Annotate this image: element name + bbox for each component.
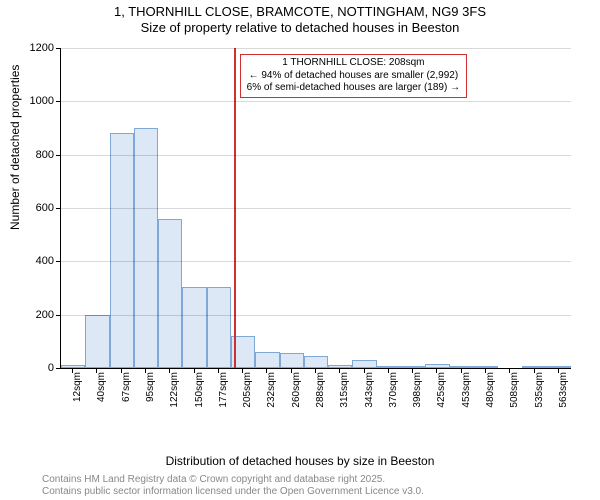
footer-line1: Contains HM Land Registry data © Crown c… xyxy=(42,474,424,486)
histogram-bar xyxy=(207,287,231,368)
gridline-h xyxy=(61,208,571,209)
x-axis-label: Distribution of detached houses by size … xyxy=(0,454,600,468)
xtick-label: 563sqm xyxy=(558,372,569,420)
histogram-bar xyxy=(401,366,425,368)
histogram-bar xyxy=(450,366,474,368)
xtick-label: 343sqm xyxy=(364,372,375,420)
xtick-label: 95sqm xyxy=(145,372,156,420)
gridline-h xyxy=(61,155,571,156)
ytick-label: 600 xyxy=(14,202,54,214)
histogram-bar xyxy=(85,315,109,368)
histogram-bar xyxy=(158,219,182,368)
xtick-label: 508sqm xyxy=(509,372,520,420)
plot-region: 1 THORNHILL CLOSE: 208sqm ← 94% of detac… xyxy=(60,48,571,369)
xtick-label: 370sqm xyxy=(388,372,399,420)
ytick-label: 200 xyxy=(14,309,54,321)
histogram-bar xyxy=(522,366,546,368)
xtick-label: 150sqm xyxy=(194,372,205,420)
ytick-mark xyxy=(56,368,61,369)
histogram-bar xyxy=(134,128,158,368)
gridline-h xyxy=(61,315,571,316)
gridline-h xyxy=(61,261,571,262)
histogram-bar xyxy=(182,287,206,368)
xtick-label: 205sqm xyxy=(242,372,253,420)
xtick-label: 122sqm xyxy=(169,372,180,420)
footer-attribution: Contains HM Land Registry data © Crown c… xyxy=(42,474,424,498)
chart-title-line2: Size of property relative to detached ho… xyxy=(0,20,600,36)
histogram-bar xyxy=(280,353,304,368)
histogram-bar xyxy=(110,133,134,368)
ytick-mark xyxy=(56,155,61,156)
histogram-bar xyxy=(425,364,449,368)
xtick-label: 12sqm xyxy=(72,372,83,420)
ytick-label: 800 xyxy=(14,149,54,161)
annotation-line1: 1 THORNHILL CLOSE: 208sqm xyxy=(247,57,460,70)
xtick-label: 453sqm xyxy=(461,372,472,420)
histogram-bar xyxy=(304,356,328,368)
xtick-label: 177sqm xyxy=(218,372,229,420)
ytick-mark xyxy=(56,315,61,316)
annotation-box: 1 THORNHILL CLOSE: 208sqm ← 94% of detac… xyxy=(240,54,467,98)
xtick-label: 315sqm xyxy=(339,372,350,420)
ytick-label: 400 xyxy=(14,255,54,267)
histogram-bar xyxy=(352,360,376,368)
histogram-bar xyxy=(328,365,352,368)
ytick-label: 1200 xyxy=(14,42,54,54)
xtick-label: 288sqm xyxy=(315,372,326,420)
histogram-bar xyxy=(377,366,401,368)
annotation-line3: 6% of semi-detached houses are larger (1… xyxy=(247,82,460,95)
ytick-mark xyxy=(56,261,61,262)
xtick-label: 535sqm xyxy=(534,372,545,420)
xtick-label: 232sqm xyxy=(266,372,277,420)
ytick-label: 0 xyxy=(14,362,54,374)
ytick-mark xyxy=(56,208,61,209)
xtick-label: 398sqm xyxy=(412,372,423,420)
footer-line2: Contains public sector information licen… xyxy=(42,486,424,498)
histogram-bar xyxy=(255,352,279,368)
xtick-label: 40sqm xyxy=(96,372,107,420)
histogram-bar xyxy=(61,365,85,368)
ytick-label: 1000 xyxy=(14,95,54,107)
ytick-mark xyxy=(56,48,61,49)
gridline-h xyxy=(61,48,571,49)
histogram-bar xyxy=(547,366,571,368)
annotation-line2: ← 94% of detached houses are smaller (2,… xyxy=(247,70,460,83)
xtick-label: 67sqm xyxy=(121,372,132,420)
ytick-mark xyxy=(56,101,61,102)
chart-area: 1 THORNHILL CLOSE: 208sqm ← 94% of detac… xyxy=(60,48,570,418)
chart-title-block: 1, THORNHILL CLOSE, BRAMCOTE, NOTTINGHAM… xyxy=(0,0,600,35)
gridline-h xyxy=(61,101,571,102)
xtick-label: 480sqm xyxy=(485,372,496,420)
xtick-label: 425sqm xyxy=(436,372,447,420)
xtick-label: 260sqm xyxy=(291,372,302,420)
chart-title-line1: 1, THORNHILL CLOSE, BRAMCOTE, NOTTINGHAM… xyxy=(0,4,600,20)
